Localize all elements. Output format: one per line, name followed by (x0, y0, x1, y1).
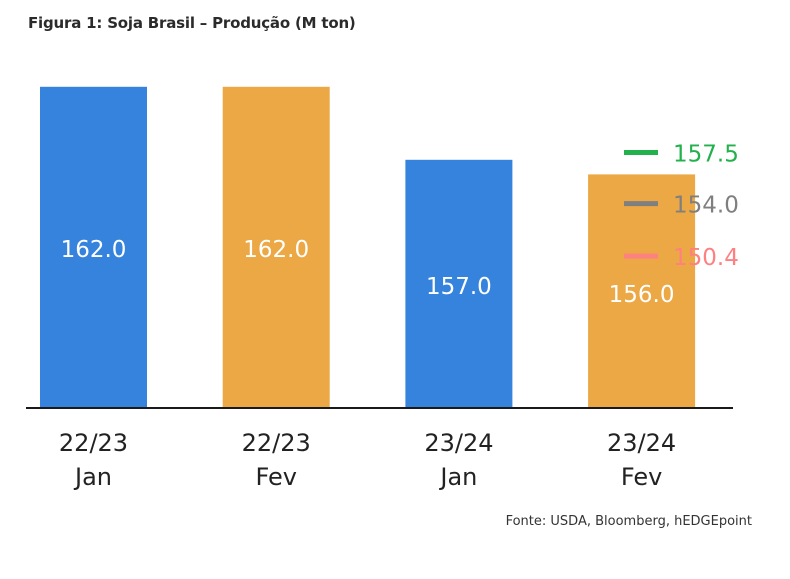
x-tick-label: 22/23 (242, 429, 311, 457)
bar (222, 86, 330, 409)
x-tick-label: Jan (73, 463, 112, 491)
bar-value-label: 162.0 (243, 237, 309, 263)
source-note: Fonte: USDA, Bloomberg, hEDGEpoint (505, 514, 752, 529)
bar (40, 86, 147, 409)
forecast-marker-label: 157.5 (673, 142, 739, 168)
bar-value-label: 157.0 (426, 274, 492, 300)
x-tick-label: Fev (255, 463, 296, 491)
bar-value-label: 156.0 (609, 282, 675, 308)
x-tick-label: 23/24 (607, 429, 676, 457)
x-tick-label: 22/23 (59, 429, 128, 457)
forecast-marker-label: 150.4 (673, 245, 739, 271)
forecast-marker-label: 154.0 (673, 193, 739, 219)
chart-title: Figura 1: Soja Brasil – Produção (M ton) (28, 14, 356, 32)
x-tick-label: Fev (621, 463, 662, 491)
bar-value-label: 162.0 (61, 237, 127, 263)
x-tick-label: 23/24 (424, 429, 493, 457)
bar (405, 159, 513, 408)
x-tick-label: Jan (438, 463, 477, 491)
bar (588, 174, 696, 408)
